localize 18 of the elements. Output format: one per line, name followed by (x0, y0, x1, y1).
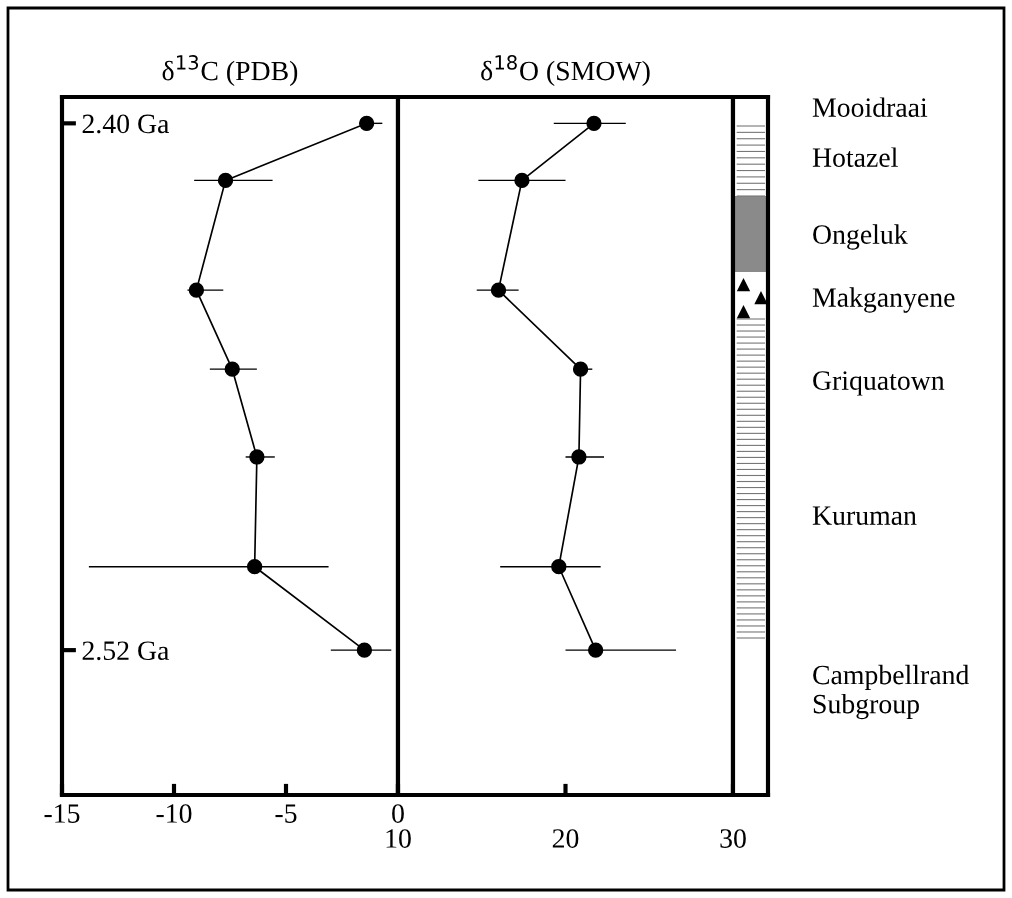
x-tick-label: 10 (386, 829, 411, 848)
text: Hotazel (812, 147, 898, 167)
x-tick-label: 30 (720, 829, 746, 848)
x-tick-label: 20 (552, 829, 579, 848)
x-tick-label: -15 (44, 804, 80, 823)
x-tick-label: -5 (275, 804, 297, 823)
text: Makganyene (812, 287, 955, 313)
text: Griquatown (813, 371, 945, 396)
x-tick-label: 0 (392, 804, 404, 823)
text: Campbellrand Subgroup (813, 664, 970, 720)
y-tick-label: 2.52 Ga (82, 641, 170, 661)
text: Mooidraai (812, 97, 928, 117)
text: Ongeluk (813, 224, 908, 250)
chart-title: δ$^{18}$O (SMOW) (481, 55, 650, 87)
x-tick-label: -10 (156, 804, 192, 823)
text: Kuruman (812, 506, 917, 525)
y-tick-label: 2.40 Ga (82, 114, 170, 134)
chart-title: δ$^{13}$C (PDB) (162, 55, 298, 87)
